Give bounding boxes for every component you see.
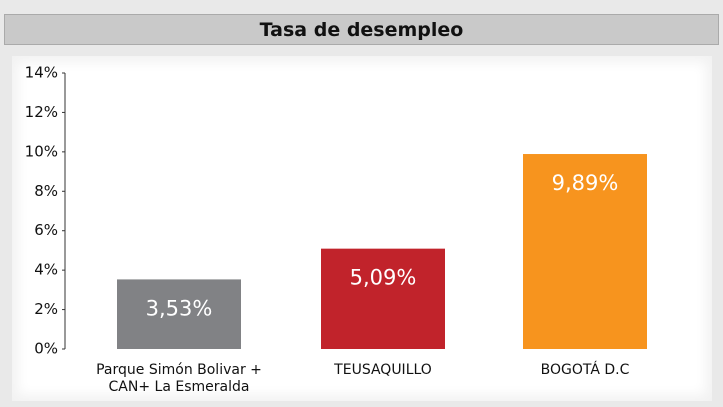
value-label: 9,89% bbox=[552, 171, 619, 195]
chart-title: Tasa de desempleo bbox=[4, 14, 719, 45]
bar bbox=[523, 154, 647, 349]
y-tick-label: 10% bbox=[25, 142, 58, 160]
bar bbox=[117, 279, 241, 349]
y-tick-label: 2% bbox=[34, 300, 58, 318]
x-tick-label: TEUSAQUILLO bbox=[334, 362, 432, 378]
value-label: 3,53% bbox=[146, 296, 213, 320]
y-tick-label: 12% bbox=[25, 103, 58, 121]
value-label: 5,09% bbox=[350, 266, 417, 290]
x-tick-label: Parque Simón Bolivar + CAN+ La Esmeralda bbox=[96, 362, 262, 395]
bar bbox=[321, 248, 445, 349]
y-tick-label: 0% bbox=[34, 340, 58, 358]
y-tick-label: 14% bbox=[25, 64, 58, 82]
x-tick-label: BOGOTÁ D.C bbox=[540, 362, 630, 378]
y-tick-label: 6% bbox=[34, 221, 58, 239]
y-tick-label: 4% bbox=[34, 261, 58, 279]
y-tick-label: 8% bbox=[34, 182, 58, 200]
